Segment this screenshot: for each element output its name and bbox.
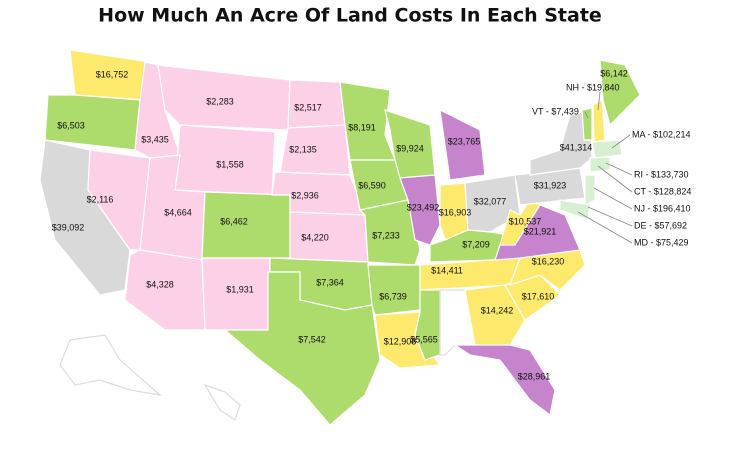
state-labels: $16,752 $6,503 $39,092 $2,116 $3,435 $2,… — [52, 68, 628, 381]
state-label: $7,364 — [316, 277, 344, 287]
state-label: $32,077 — [474, 196, 507, 206]
state-label: $1,558 — [216, 159, 244, 169]
state-label: $9,924 — [396, 143, 424, 153]
callout: MA - $102,214 — [632, 129, 691, 139]
state-label: $8,191 — [348, 122, 376, 132]
state-label: $23,765 — [448, 136, 481, 146]
state-label: $31,923 — [534, 180, 567, 190]
state-label: $2,517 — [294, 102, 322, 112]
state-label: $7,233 — [372, 230, 400, 240]
callout: MD - $75,429 — [634, 237, 689, 247]
state-label: $6,142 — [600, 68, 628, 78]
state-label: $2,283 — [206, 96, 234, 106]
callout: CT - $128,824 — [634, 186, 691, 196]
state-label: $16,752 — [96, 69, 129, 79]
map-title: How Much An Acre Of Land Costs In Each S… — [98, 5, 602, 27]
state-label: $39,092 — [52, 222, 85, 232]
state-label: $2,135 — [289, 144, 317, 154]
state-label: $6,590 — [358, 180, 386, 190]
state-label: $5,565 — [410, 334, 438, 344]
state-label: $6,462 — [220, 216, 248, 226]
callout: DE - $57,692 — [634, 220, 687, 230]
state-label: $4,220 — [301, 232, 329, 242]
state-label: $7,209 — [462, 239, 490, 249]
leader-lines — [577, 91, 633, 244]
state-label: $4,664 — [164, 207, 192, 217]
state-label: $4,328 — [146, 279, 174, 289]
state-label: $16,903 — [439, 207, 472, 217]
callout: NH - $19,840 — [566, 82, 620, 92]
states — [39, 49, 641, 426]
state-label: $16,230 — [532, 256, 565, 266]
state-label: $2,116 — [87, 194, 114, 204]
state-label: $12,908 — [384, 336, 417, 346]
callout: NJ - $196,410 — [634, 203, 691, 213]
state-label: $10,537 — [509, 216, 542, 226]
state-label: $17,610 — [522, 291, 555, 301]
state-label: $2,936 — [291, 190, 319, 200]
state-label: $41,314 — [560, 142, 593, 152]
state-label: $23,492 — [407, 202, 440, 212]
state-label: $6,739 — [379, 291, 407, 301]
state-label: $14,411 — [431, 265, 463, 275]
state-label: $7,542 — [298, 334, 326, 344]
state-label: $3,435 — [141, 134, 169, 144]
callouts: NH - $19,840 VT - $7,439 MA - $102,214 R… — [532, 82, 691, 247]
state-label: $6,503 — [57, 120, 85, 130]
state-label: $28,961 — [518, 371, 551, 381]
callout: VT - $7,439 — [532, 106, 579, 116]
callout: RI - $133,730 — [634, 169, 689, 179]
state-label: $1,931 — [226, 284, 254, 294]
state-label: $21,921 — [524, 226, 557, 236]
state-label: $14,242 — [481, 305, 514, 315]
